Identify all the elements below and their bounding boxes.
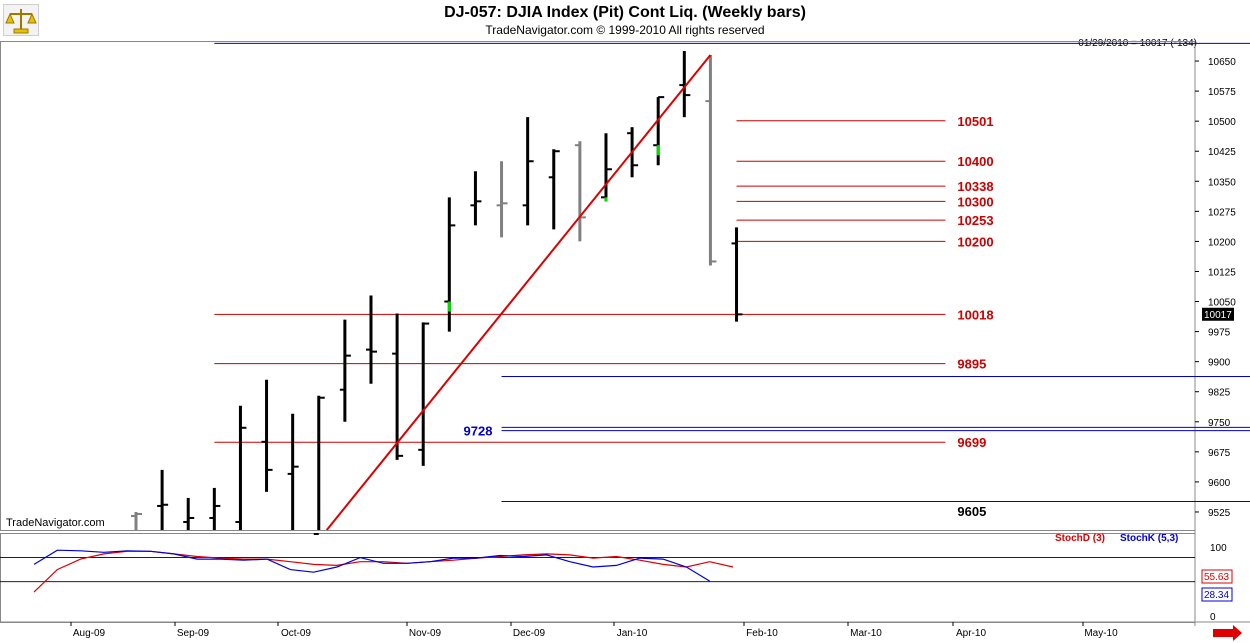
x-tick-label: Apr-10: [956, 628, 986, 639]
ohlc-bar[interactable]: [339, 319, 351, 422]
legend-item: StochD (3): [1055, 533, 1105, 544]
ohlc-bar[interactable]: [731, 227, 743, 322]
ohlc-bar[interactable]: [157, 469, 169, 530]
level-label-10018: 10018: [957, 307, 993, 322]
y-tick-label: 10200: [1208, 237, 1236, 248]
y-tick-label: 10275: [1208, 207, 1236, 218]
next-page-arrow[interactable]: [1213, 625, 1242, 641]
ohlc-bar[interactable]: [209, 487, 221, 530]
stoch-value-box: [1201, 569, 1233, 584]
level-label-9895: 9895: [957, 357, 986, 372]
ohlc-bar[interactable]: [600, 133, 612, 202]
y-tick-label: 9900: [1208, 358, 1231, 369]
y-tick-label: 10425: [1208, 147, 1236, 158]
last-price-box: [1202, 307, 1234, 321]
ohlc-bar[interactable]: [365, 295, 377, 384]
trade-navigator-logo[interactable]: [3, 4, 39, 36]
chart-title: DJ-057: DJIA Index (Pit) Cont Liq. (Week…: [444, 4, 806, 21]
y-tick-label: 9600: [1208, 478, 1231, 489]
last-price-label: 10017: [1204, 310, 1232, 321]
level-label-10300: 10300: [957, 194, 993, 209]
balance-icon: [5, 9, 37, 34]
y-tick-label: 10125: [1208, 267, 1236, 278]
legend-item: StochK (5,3): [1120, 533, 1178, 544]
stoch-y-tick-label: 100: [1210, 543, 1227, 554]
level-label-9699: 9699: [957, 435, 986, 450]
ohlc-bar[interactable]: [261, 379, 273, 492]
ohlc-bar[interactable]: [705, 55, 717, 266]
arrow-right-icon[interactable]: [1213, 625, 1242, 641]
ohlc-bar[interactable]: [131, 511, 142, 530]
y-tick-label: 10350: [1208, 177, 1236, 188]
stoch-value-label: 28.34: [1204, 590, 1229, 601]
stoch-y-tick-label: 0: [1210, 612, 1216, 623]
ohlc-bar[interactable]: [653, 96, 665, 166]
x-tick-label: Dec-09: [513, 628, 546, 639]
ohlc-bar[interactable]: [392, 313, 404, 460]
level-label-10400: 10400: [957, 154, 993, 169]
ohlc-bar[interactable]: [183, 497, 195, 530]
ohlc-bar[interactable]: [574, 141, 586, 242]
y-tick-label: 10650: [1208, 57, 1236, 68]
y-tick-label: 10500: [1208, 117, 1236, 128]
x-tick-label: Oct-09: [281, 628, 311, 639]
trendline: [325, 54, 712, 531]
ohlc-bar[interactable]: [444, 197, 456, 332]
level-label-10338: 10338: [957, 179, 993, 194]
ohlc-bar[interactable]: [548, 149, 560, 230]
x-tick-label: Sep-09: [177, 628, 210, 639]
ohlc-bar[interactable]: [522, 117, 534, 226]
stoch-value-label: 55.63: [1204, 572, 1229, 583]
price-panel-border: [0, 41, 1196, 531]
y-tick-label: 9525: [1208, 508, 1231, 519]
x-tick-label: Nov-09: [409, 628, 442, 639]
x-tick-label: May-10: [1084, 628, 1118, 639]
level-label-10501: 10501: [957, 114, 993, 129]
y-tick-label: 10050: [1208, 298, 1236, 309]
y-tick-label: 9750: [1208, 418, 1231, 429]
ohlc-bar[interactable]: [287, 413, 299, 530]
level-label-9605: 9605: [957, 504, 986, 519]
x-tick-label: Feb-10: [746, 628, 778, 639]
y-tick-label: 10575: [1208, 87, 1236, 98]
level-label-9728: 9728: [464, 424, 493, 439]
y-tick-label: 9675: [1208, 448, 1231, 459]
ohlc-bar[interactable]: [470, 171, 482, 226]
watermark: TradeNavigator.com: [6, 517, 105, 529]
level-label-10200: 10200: [957, 234, 993, 249]
level-label-10253: 10253: [957, 213, 993, 228]
ohlc-bar[interactable]: [496, 161, 508, 238]
x-tick-label: Aug-09: [73, 628, 106, 639]
ohlc-bar[interactable]: [235, 405, 247, 530]
x-tick-label: Mar-10: [850, 628, 882, 639]
y-tick-label: 9975: [1208, 328, 1231, 339]
y-tick-label: 9825: [1208, 388, 1231, 399]
stoch-panel-border: [0, 533, 1196, 623]
x-tick-label: Jan-10: [617, 628, 648, 639]
stoch-value-box: [1201, 587, 1233, 602]
chart-subtitle: TradeNavigator.com © 1999-2010 All right…: [485, 23, 765, 37]
ohlc-bar[interactable]: [313, 395, 325, 536]
series-line-stochk: [33, 549, 711, 582]
ohlc-bar[interactable]: [418, 322, 430, 466]
ohlc-bar[interactable]: [679, 51, 691, 118]
